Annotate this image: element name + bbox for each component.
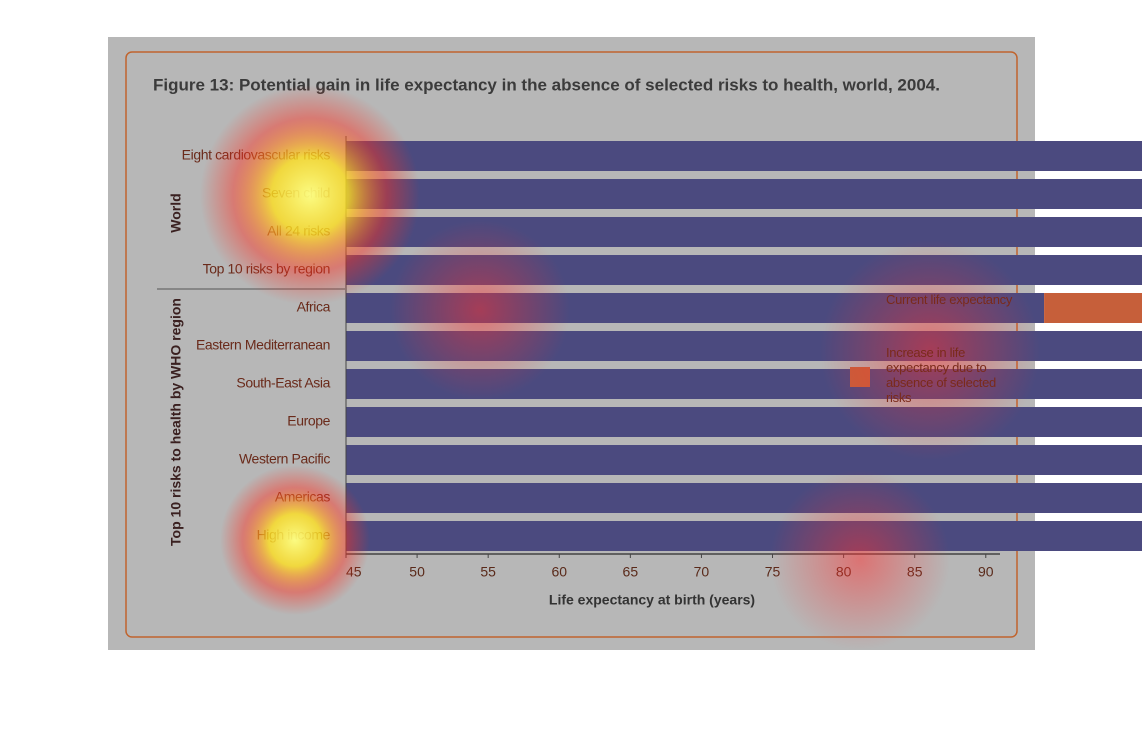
- group-label: Top 10 risks to health by WHO region: [168, 298, 184, 546]
- bar-segment: [346, 179, 1142, 209]
- x-tick-label: 50: [409, 564, 425, 580]
- x-axis-label: Life expectancy at birth (years): [549, 592, 755, 608]
- y-tick-label: Eastern Mediterranean: [196, 337, 330, 353]
- bar-segment: [1044, 293, 1142, 323]
- chart-title: Figure 13: Potential gain in life expect…: [153, 75, 940, 94]
- bar-segment: [346, 141, 1142, 171]
- bar-segment: [346, 483, 1142, 513]
- x-tick-label: 90: [978, 564, 994, 580]
- heatmap-blob: [820, 240, 1040, 460]
- x-tick-label: 60: [551, 564, 567, 580]
- y-tick-label: Europe: [287, 413, 330, 429]
- legend-entry: Current life expectancy: [886, 292, 1013, 307]
- x-tick-label: 70: [694, 564, 710, 580]
- x-tick-label: 65: [623, 564, 639, 580]
- y-tick-label: South-East Asia: [236, 375, 330, 391]
- bar-segment: [346, 445, 1142, 475]
- y-tick-label: Western Pacific: [239, 451, 330, 467]
- bar-segment: [346, 521, 1142, 551]
- bar-segment: [346, 407, 1142, 437]
- legend-entry: Increase in life expectancy due to absen…: [886, 345, 996, 405]
- heatmap-blob: [200, 85, 420, 305]
- group-label: World: [168, 193, 184, 232]
- heatmap-blob: [220, 465, 370, 615]
- heatmap-blob: [770, 470, 950, 650]
- x-tick-label: 55: [480, 564, 496, 580]
- heatmap-blob: [390, 220, 570, 400]
